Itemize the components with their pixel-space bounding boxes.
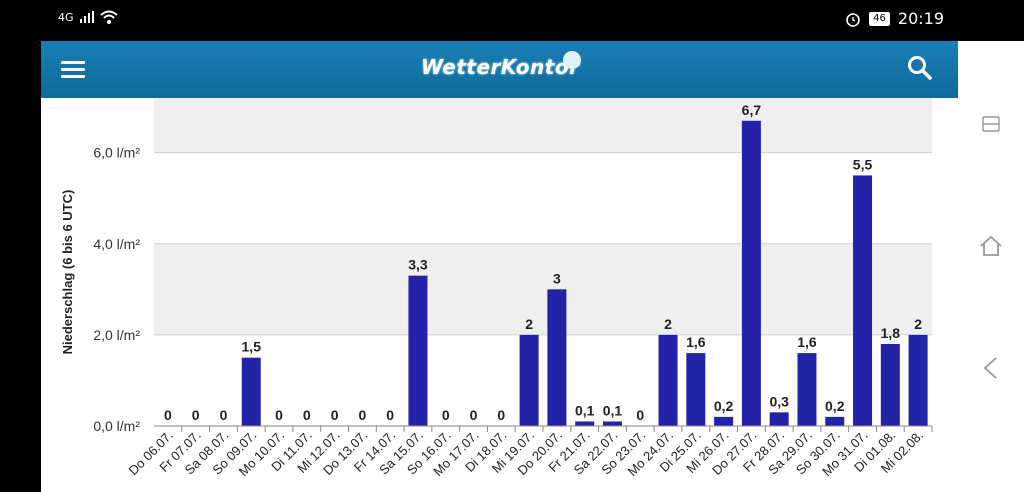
y-tick-label: 6,0 l/m² xyxy=(93,145,140,161)
grid-band xyxy=(154,98,932,153)
bar xyxy=(741,120,761,427)
data-label: 0 xyxy=(192,407,200,423)
data-label: 0 xyxy=(164,407,172,423)
data-label: 0 xyxy=(636,407,644,423)
data-label: 1,5 xyxy=(242,339,262,355)
bar xyxy=(519,334,539,426)
logo-icon xyxy=(563,51,581,69)
data-label: 0 xyxy=(497,407,505,423)
back-icon[interactable] xyxy=(978,355,1004,381)
bar xyxy=(825,416,845,426)
logo: WetterKontor xyxy=(421,55,580,79)
bar xyxy=(408,275,428,426)
precipitation-chart: 0,0 l/m² 2,0 l/m² 4,0 l/m² 6,0 l/m² Niedersc… xyxy=(60,98,933,479)
data-label: 0,2 xyxy=(714,398,734,414)
data-label: 1,6 xyxy=(797,334,817,350)
data-label: 3,3 xyxy=(408,257,428,273)
status-right: 46 20:19 xyxy=(845,9,944,28)
data-label: 6,7 xyxy=(742,102,762,118)
status-left: 4G xyxy=(58,10,118,24)
bar xyxy=(908,334,928,426)
hamburger-menu-icon[interactable] xyxy=(61,57,85,81)
y-tick-label: 2,0 l/m² xyxy=(93,327,140,343)
data-label: 0 xyxy=(331,407,339,423)
alarm-icon xyxy=(846,12,860,27)
bar xyxy=(547,289,567,426)
system-nav-bar xyxy=(958,41,1024,492)
data-label: 1,8 xyxy=(881,325,901,341)
data-label: 0 xyxy=(303,407,311,423)
bar xyxy=(880,344,900,426)
app-header: WetterKontor xyxy=(41,41,958,98)
clock: 20:19 xyxy=(897,9,944,28)
data-label: 1,6 xyxy=(686,334,706,350)
app-window: WetterKontor 0,0 l/m² 2,0 l/m² 4,0 l/m² 6,0… xyxy=(41,41,958,492)
data-label: 2 xyxy=(525,316,533,332)
data-label: 0 xyxy=(470,407,478,423)
data-label: 0 xyxy=(220,407,228,423)
y-tick-label: 0,0 l/m² xyxy=(93,418,140,434)
network-type: 4G xyxy=(58,10,74,24)
y-axis-label: Niederschlag (6 bis 6 UTC) xyxy=(60,190,75,355)
data-label: 0 xyxy=(386,407,394,423)
status-bar: 4G 46 20:19 xyxy=(0,0,1024,40)
bar xyxy=(602,421,622,426)
home-icon[interactable] xyxy=(978,233,1004,259)
search-icon[interactable] xyxy=(906,54,934,82)
bar xyxy=(575,421,595,426)
data-label: 0 xyxy=(442,407,450,423)
data-label: 0 xyxy=(275,407,283,423)
data-label: 5,5 xyxy=(853,156,873,172)
data-label: 0,1 xyxy=(603,402,623,418)
data-label: 2 xyxy=(664,316,672,332)
data-label: 2 xyxy=(914,316,922,332)
bar xyxy=(769,412,789,426)
signal-icon xyxy=(79,11,94,23)
data-label: 0,2 xyxy=(825,398,845,414)
bar xyxy=(714,416,734,426)
bar xyxy=(241,357,261,426)
bar xyxy=(686,353,706,426)
grid-band xyxy=(154,243,932,335)
recent-apps-icon[interactable] xyxy=(978,111,1004,137)
wifi-icon xyxy=(99,10,118,24)
data-label: 0,3 xyxy=(769,393,789,409)
battery-icon: 46 xyxy=(869,11,890,26)
bar xyxy=(797,353,817,426)
bar xyxy=(658,334,678,426)
chart-area: 0,0 l/m² 2,0 l/m² 4,0 l/m² 6,0 l/m² Niedersc… xyxy=(41,98,958,492)
bar xyxy=(853,175,873,426)
y-tick-label: 4,0 l/m² xyxy=(93,236,140,252)
data-label: 0,1 xyxy=(575,402,595,418)
data-label: 3 xyxy=(553,270,561,286)
data-label: 0 xyxy=(358,407,366,423)
